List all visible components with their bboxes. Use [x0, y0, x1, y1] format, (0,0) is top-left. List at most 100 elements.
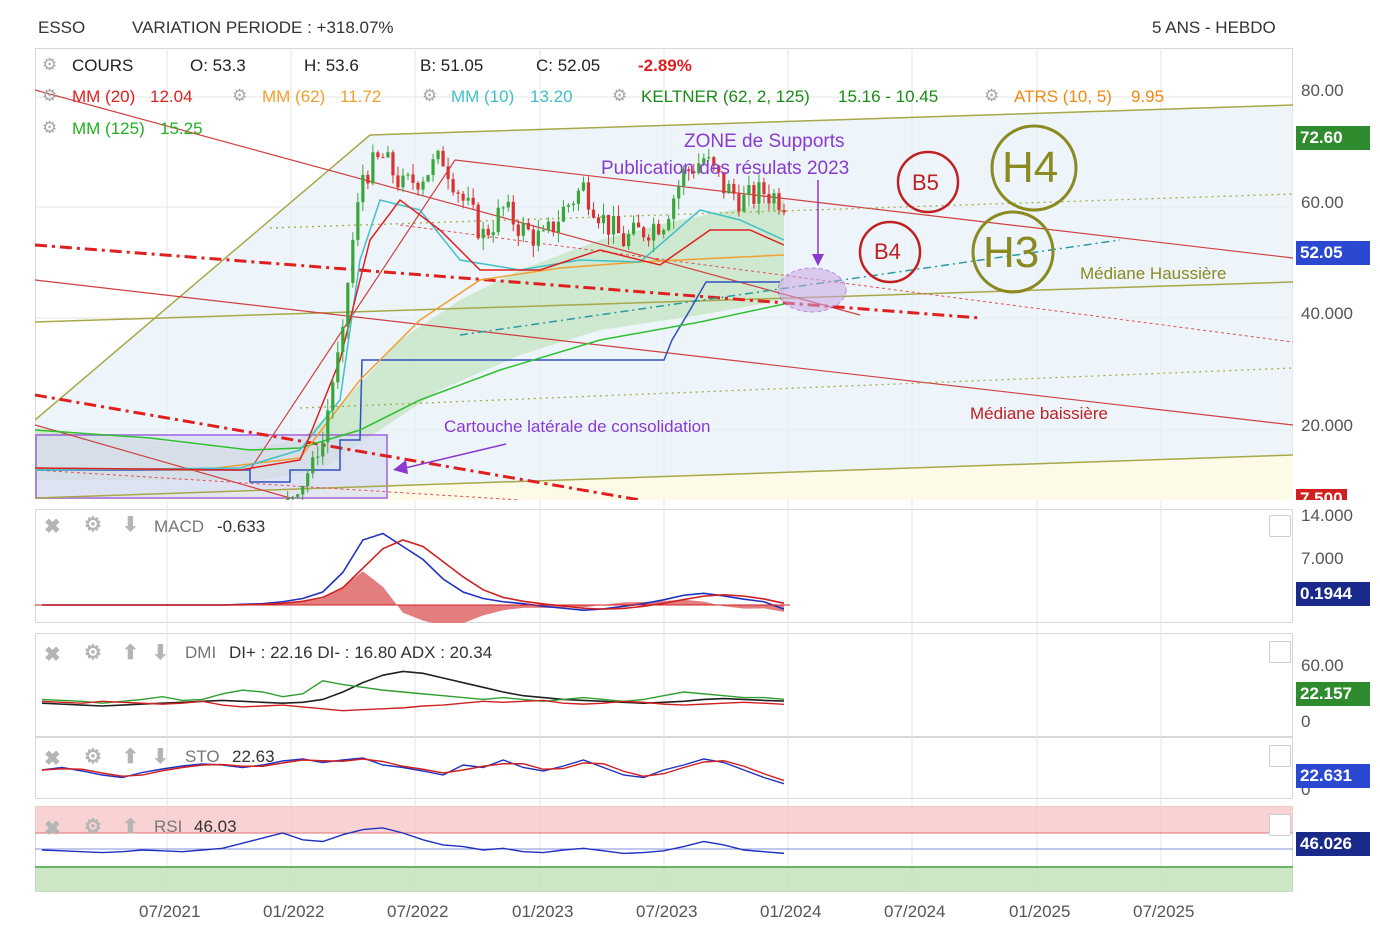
macd-down-arrow-icon[interactable]: ⬇	[122, 514, 139, 536]
candle-body	[431, 159, 435, 176]
macd-checkbox[interactable]	[1269, 515, 1291, 537]
mm20-gear-icon[interactable]: ⚙	[42, 86, 58, 105]
rsi-up-arrow-icon[interactable]: ⬆	[122, 816, 139, 838]
candle-body	[506, 201, 510, 208]
candle-body	[191, 553, 194, 560]
x-tick-7: 01/2025	[1009, 902, 1071, 921]
candle-body	[361, 174, 365, 203]
candle-body	[406, 174, 410, 176]
candle-body	[611, 216, 616, 235]
candle-body	[601, 214, 606, 224]
macd-value: -0.633	[217, 517, 266, 536]
candle-body	[737, 193, 741, 212]
rsi-checkbox[interactable]	[1269, 814, 1291, 836]
sto-up-arrow-icon[interactable]: ⬆	[122, 746, 139, 768]
candle-body	[486, 228, 490, 236]
dmi-checkbox[interactable]	[1269, 641, 1291, 663]
price-candles	[55, 144, 786, 563]
candle-body	[647, 237, 651, 241]
candle-body	[521, 223, 525, 236]
candle-body	[531, 229, 535, 246]
candle-body	[516, 224, 520, 236]
candle-body	[401, 175, 405, 188]
sto-gear-icon[interactable]: ⚙	[84, 746, 102, 768]
candle-body	[491, 232, 495, 236]
x-tick-0: 07/2021	[139, 902, 201, 921]
macd-tick-14: 14.000	[1301, 506, 1353, 525]
candle-body	[81, 550, 84, 558]
atrs-value: 9.95	[1131, 87, 1165, 106]
mm125-line	[35, 303, 785, 451]
candle-body	[476, 204, 480, 239]
mm20-value: 12.04	[150, 87, 193, 106]
sto-tick-0: 0	[1301, 780, 1311, 799]
candle-body	[291, 496, 295, 499]
candle-body	[181, 553, 184, 563]
rsi-label: RSI	[154, 817, 183, 836]
period-label[interactable]: 5 ANS - HEBDO	[1152, 18, 1276, 37]
candle-body	[586, 182, 591, 210]
price-drawing	[35, 89, 1293, 563]
candle-body	[536, 230, 540, 246]
mm62-label: MM (62)	[262, 87, 326, 106]
macd-gear-icon[interactable]: ⚙	[84, 514, 102, 536]
dmi-label: DMI	[185, 643, 217, 662]
candle-body	[606, 214, 611, 235]
close-value: C: 52.05	[536, 56, 601, 75]
candle-body	[331, 382, 335, 411]
candle-body	[336, 352, 340, 383]
candle-body	[356, 202, 360, 240]
candle-body	[697, 163, 701, 174]
candle-body	[436, 150, 440, 160]
cours-gear-icon[interactable]: ⚙	[42, 55, 58, 74]
dmi-gear-icon[interactable]: ⚙	[84, 642, 102, 664]
mm20-label: MM (20)	[72, 87, 136, 106]
dmi-down-arrow-icon[interactable]: ⬇	[152, 642, 169, 664]
macd-close-icon[interactable]: ✖	[44, 516, 61, 538]
candle-body	[106, 545, 109, 550]
candle-body	[596, 217, 601, 224]
mm20-line	[35, 198, 785, 471]
rsi-close-icon[interactable]: ✖	[44, 818, 61, 840]
keltner-gear-icon[interactable]: ⚙	[612, 86, 628, 105]
macd-histogram	[42, 571, 784, 623]
candle-body	[126, 544, 129, 549]
candle-body	[566, 205, 571, 207]
candle-body	[136, 550, 139, 554]
candle-body	[91, 555, 94, 556]
candle-body	[767, 193, 771, 204]
dmi-close-icon[interactable]: ✖	[44, 644, 61, 666]
candle-body	[391, 152, 395, 176]
sto-checkbox[interactable]	[1269, 745, 1291, 767]
sto-close-icon[interactable]: ✖	[44, 748, 61, 770]
candle-body	[221, 547, 224, 555]
sto-down-arrow-icon[interactable]: ⬇	[152, 746, 169, 768]
candle-body	[176, 549, 179, 553]
atrs-label: ATRS (10, 5)	[1014, 87, 1112, 106]
candle-body	[60, 548, 63, 551]
candle-body	[151, 549, 154, 554]
candle-body	[466, 197, 470, 201]
candle-body	[75, 550, 78, 552]
atrs-gear-icon[interactable]: ⚙	[984, 86, 1000, 105]
candle-body	[637, 222, 641, 228]
mm62-gear-icon[interactable]: ⚙	[232, 86, 248, 105]
candle-body	[65, 546, 68, 547]
candle-body	[186, 560, 189, 563]
dmi-minus-line	[41, 699, 785, 712]
candle-body	[296, 494, 300, 497]
rsi-gear-icon[interactable]: ⚙	[84, 816, 102, 838]
macd-line	[42, 532, 785, 612]
candle-body	[511, 201, 515, 225]
macd-box: 0.1944	[1296, 582, 1370, 606]
candle-body	[55, 548, 58, 551]
dmi-box: 22.157	[1296, 682, 1370, 706]
x-tick-3: 01/2023	[512, 902, 574, 921]
mm10-gear-icon[interactable]: ⚙	[422, 86, 438, 105]
candle-body	[461, 193, 465, 201]
candle-body	[281, 504, 284, 517]
mm125-gear-icon[interactable]: ⚙	[42, 118, 58, 137]
candle-body	[116, 546, 119, 554]
dmi-up-arrow-icon[interactable]: ⬆	[122, 642, 139, 664]
candle-body	[576, 190, 581, 204]
